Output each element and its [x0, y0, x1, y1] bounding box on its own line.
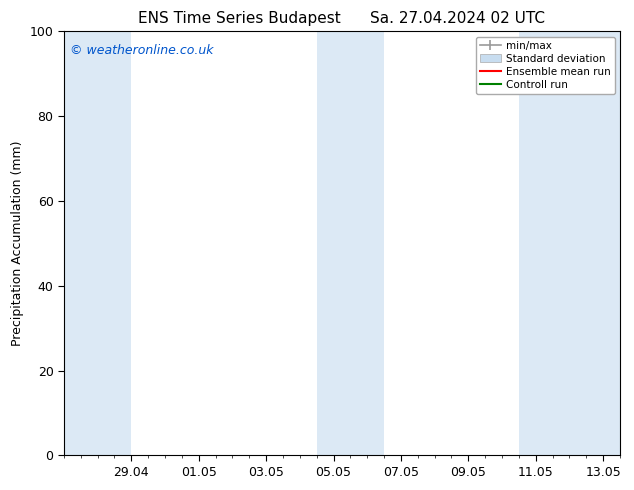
Bar	[316, 31, 384, 456]
Text: © weatheronline.co.uk: © weatheronline.co.uk	[70, 44, 213, 57]
Bar	[519, 31, 620, 456]
Y-axis label: Precipitation Accumulation (mm): Precipitation Accumulation (mm)	[11, 141, 24, 346]
Title: ENS Time Series Budapest      Sa. 27.04.2024 02 UTC: ENS Time Series Budapest Sa. 27.04.2024 …	[138, 11, 545, 26]
Legend: min/max, Standard deviation, Ensemble mean run, Controll run: min/max, Standard deviation, Ensemble me…	[476, 37, 615, 95]
Bar	[64, 31, 131, 456]
